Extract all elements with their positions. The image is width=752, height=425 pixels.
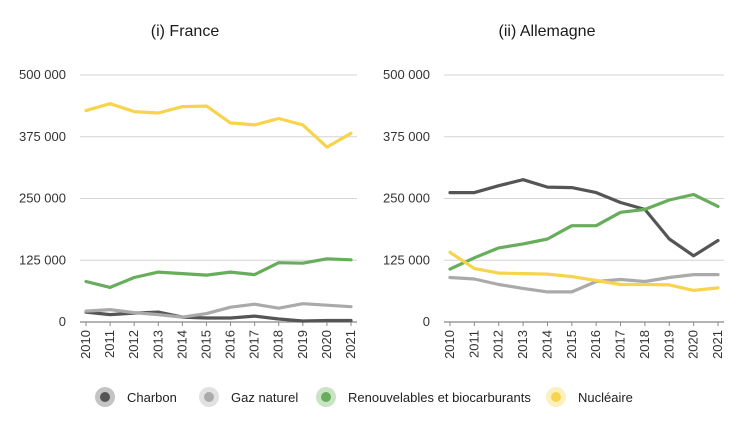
y-tick-label: 250 000 (383, 191, 430, 206)
y-tick-label: 0 (59, 314, 66, 329)
y-tick-label: 375 000 (19, 129, 66, 144)
x-tick-label: 2017 (613, 330, 628, 359)
legend-label: Nucléaire (578, 390, 633, 405)
x-tick-label: 2020 (686, 330, 701, 359)
series-line-gaz-naturel (84, 302, 353, 319)
x-tick-label: 2019 (295, 330, 310, 359)
series-line-charbon (84, 310, 353, 323)
series-line-renouvelables-et-biocarburants (84, 257, 353, 289)
y-tick-label: 125 000 (19, 252, 66, 267)
x-tick-label: 2017 (247, 330, 262, 359)
legend-label: Gaz naturel (231, 390, 298, 405)
x-tick-label: 2013 (515, 330, 530, 359)
legend-marker (204, 392, 214, 402)
x-tick-label: 2019 (661, 330, 676, 359)
legend-label: Renouvelables et biocarburants (348, 390, 531, 405)
x-tick-label: 2011 (102, 330, 117, 358)
x-tick-label: 2014 (174, 330, 189, 359)
legend-marker (100, 392, 110, 402)
x-tick-label: 2014 (539, 330, 554, 359)
x-tick-label: 2012 (491, 330, 506, 359)
x-tick-label: 2018 (637, 330, 652, 359)
y-tick-label: 250 000 (19, 191, 66, 206)
y-tick-label: 500 000 (383, 67, 430, 82)
x-tick-label: 2015 (198, 330, 213, 359)
legend-label: Charbon (127, 390, 177, 405)
legend-marker (551, 392, 561, 402)
x-tick-label: 2016 (588, 330, 603, 359)
x-tick-label: 2013 (150, 330, 165, 359)
series-line-nucl-aire (448, 250, 720, 292)
legend-marker (321, 392, 331, 402)
y-tick-label: 125 000 (383, 252, 430, 267)
series-line-nucl-aire (84, 102, 353, 149)
y-tick-label: 500 000 (19, 67, 66, 82)
x-tick-label: 2021 (710, 330, 725, 359)
x-tick-label: 2010 (442, 330, 457, 359)
y-tick-label: 375 000 (383, 129, 430, 144)
x-tick-label: 2018 (271, 330, 286, 359)
series-line-renouvelables-et-biocarburants (448, 192, 720, 271)
panel-title: (i) France (151, 23, 220, 40)
series-line-charbon (448, 178, 720, 258)
x-tick-label: 2012 (126, 330, 141, 359)
x-tick-label: 2011 (466, 330, 481, 358)
x-tick-label: 2010 (78, 330, 93, 359)
y-tick-label: 0 (423, 314, 430, 329)
x-tick-label: 2015 (564, 330, 579, 359)
x-tick-label: 2020 (319, 330, 334, 359)
x-tick-label: 2021 (343, 330, 358, 359)
panel-title: (ii) Allemagne (499, 23, 596, 40)
x-tick-label: 2016 (223, 330, 238, 359)
series-line-gaz-naturel (448, 273, 720, 294)
